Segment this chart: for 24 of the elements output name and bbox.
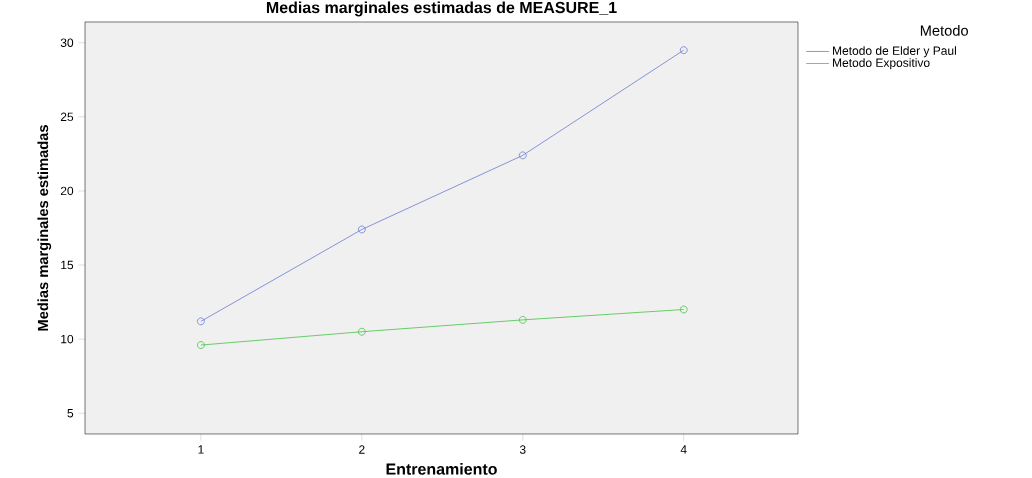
y-tick-label: 20 bbox=[60, 186, 74, 196]
y-axis-title: Medias marginales estimadas bbox=[37, 125, 52, 331]
x-tick-label: 1 bbox=[198, 445, 204, 454]
chart-title: Medias marginales estimadas de MEASURE_1 bbox=[266, 1, 617, 17]
y-tick-label: 15 bbox=[61, 260, 74, 270]
x-tick-label: 3 bbox=[519, 445, 526, 454]
x-axis-title: Entrenamiento bbox=[386, 463, 497, 475]
point bbox=[357, 225, 366, 234]
y-tick-label: 10 bbox=[61, 334, 74, 344]
legend-label: Metodo de Elder y Paul bbox=[833, 46, 956, 58]
point bbox=[518, 316, 527, 324]
legend-title: Metodo bbox=[920, 25, 968, 36]
y-tick-label: 5 bbox=[67, 409, 74, 418]
point bbox=[679, 46, 688, 55]
x-tick-label: 2 bbox=[359, 445, 365, 454]
legend-label: Metodo Expositivo bbox=[833, 58, 930, 70]
point bbox=[197, 317, 205, 326]
point bbox=[679, 305, 688, 314]
point bbox=[197, 341, 205, 349]
y-tick-label: 25 bbox=[60, 112, 74, 122]
point bbox=[518, 151, 527, 160]
point bbox=[357, 327, 366, 336]
x-tick-label: 4 bbox=[680, 445, 687, 454]
y-tick-label: 30 bbox=[60, 38, 74, 47]
